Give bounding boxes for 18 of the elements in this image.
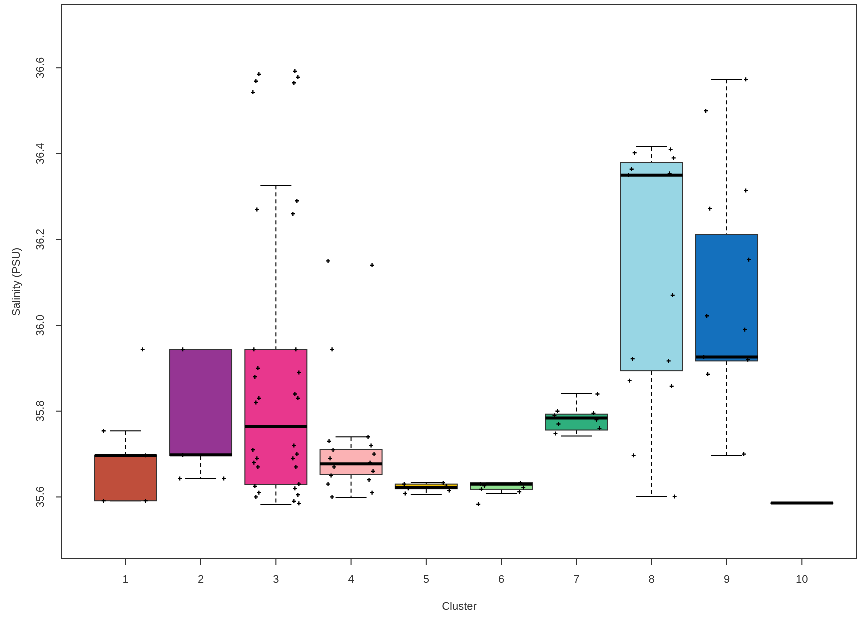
x-tick-label: 10 — [796, 574, 808, 586]
x-tick-label: 4 — [348, 574, 354, 586]
x-tick-label: 2 — [198, 574, 204, 586]
x-tick-label: 5 — [423, 574, 430, 586]
x-tick-label: 8 — [648, 574, 655, 586]
y-tick-label: 35.6 — [35, 486, 47, 508]
y-tick-label: 36.6 — [35, 57, 47, 79]
x-tick-label: 7 — [574, 574, 580, 586]
x-tick-label: 1 — [122, 574, 129, 586]
y-tick-label: 36.0 — [35, 314, 47, 336]
y-tick-label: 36.4 — [35, 143, 47, 165]
y-axis-title: Salinity (PSU) — [11, 248, 23, 316]
x-tick-label: 6 — [498, 574, 505, 586]
x-tick-label: 3 — [273, 574, 280, 586]
y-tick-label: 36.2 — [35, 229, 47, 250]
y-tick-label: 35.8 — [35, 400, 47, 422]
x-axis-title: Cluster — [442, 601, 478, 613]
x-tick-label: 9 — [724, 574, 730, 586]
